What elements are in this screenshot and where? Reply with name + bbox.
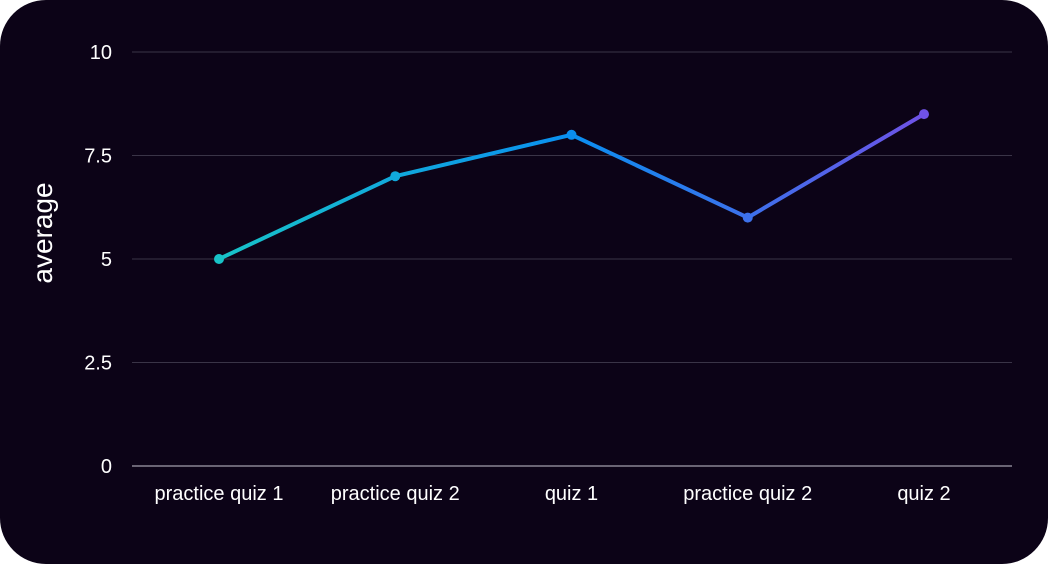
y-tick-label: 5 <box>101 249 112 271</box>
x-tick-label: quiz 2 <box>897 483 950 505</box>
gridlines <box>132 51 1012 467</box>
data-point <box>214 254 224 264</box>
x-tick-label: practice quiz 2 <box>331 483 460 505</box>
data-point <box>566 129 577 140</box>
x-tick-label: practice quiz 2 <box>683 483 812 505</box>
y-tick-labels: 0 2.5 5 7.5 10 <box>84 42 112 478</box>
x-tick-label: quiz 1 <box>545 483 598 505</box>
x-tick-label: practice quiz 1 <box>155 483 284 505</box>
y-tick-label: 7.5 <box>84 146 112 168</box>
x-tick-labels: practice quiz 1 practice quiz 2 quiz 1 prac… <box>155 483 951 505</box>
data-point <box>742 212 753 223</box>
y-axis-title: average <box>27 182 58 283</box>
y-tick-label: 0 <box>101 456 112 478</box>
data-point <box>919 109 929 120</box>
data-points <box>214 109 929 264</box>
y-tick-label: 2.5 <box>84 353 112 375</box>
y-tick-label: 10 <box>90 42 112 64</box>
data-point <box>390 171 401 182</box>
